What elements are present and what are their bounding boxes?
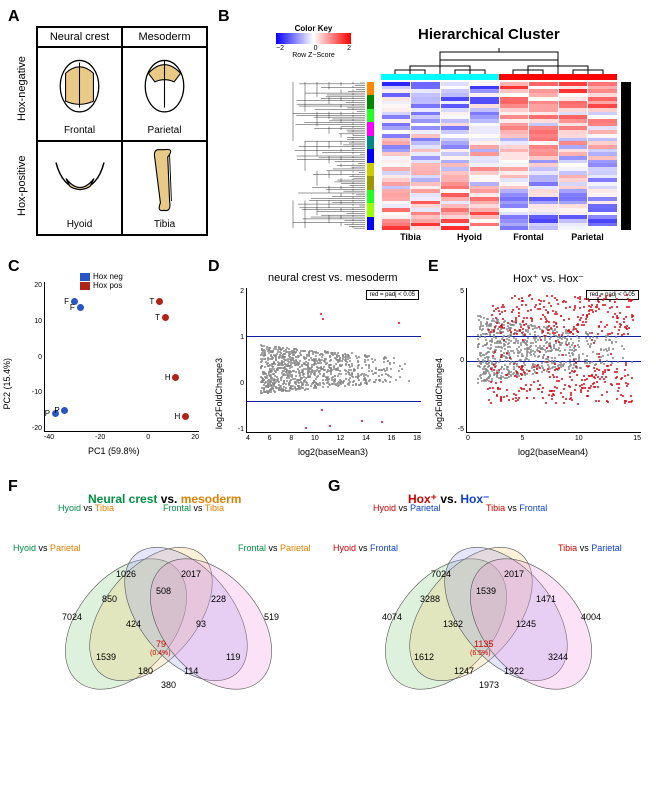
col-header-0: Neural crest: [37, 27, 122, 47]
ma-plot-d-title: neural crest vs. mesoderm: [268, 272, 398, 284]
venn-g: [346, 514, 636, 699]
tibia-bone-icon: [140, 146, 190, 214]
frontal-skull-icon: [52, 54, 107, 114]
cell-parietal: Parietal: [122, 47, 207, 141]
row-header-0: Hox-negative: [16, 41, 28, 136]
plot-e-xlabel: log2(baseMean4): [518, 447, 588, 457]
parietal-skull-icon: [137, 54, 192, 114]
heatmap-title: Hierarchical Cluster: [418, 26, 560, 43]
plot-d-yticks: -1012: [230, 288, 244, 433]
hyoid-bone-icon: [50, 154, 110, 204]
heatmap-xlabels: Tibia Hyoid Frontal Parietal: [381, 232, 617, 242]
row-dendrogram: [273, 82, 365, 230]
pca-ylabel: PC2 (15.4%): [2, 358, 12, 410]
cell-label-hyoid: Hyoid: [38, 219, 121, 230]
row-header-1: Hox-positive: [16, 138, 28, 233]
column-dendrogram: [381, 46, 617, 74]
color-key-title: Color Key: [276, 24, 351, 33]
row-group-bar: [367, 82, 374, 230]
hm-xlabel: Parietal: [558, 232, 617, 242]
heatmap: [381, 82, 617, 230]
plot-e-xticks: 051015: [466, 435, 641, 442]
ma-plot-e: red = padj < 0.05: [466, 288, 641, 433]
legend-swatch-neg: [80, 273, 90, 281]
color-key-gradient: [276, 33, 351, 44]
cell-hyoid: Hyoid: [37, 141, 122, 235]
ma-plot-e-title: Hox⁺ vs. Hox⁻: [513, 272, 584, 285]
plot-e-yticks: -505: [450, 288, 464, 433]
panel-a-grid: Neural crest Mesoderm Frontal Parietal: [36, 26, 208, 236]
hm-xlabel: Frontal: [499, 232, 558, 242]
legend-box-d: red = padj < 0.05: [366, 290, 419, 300]
column-group-bar: [381, 74, 617, 80]
plot-d-ylabel: log2FoldChange3: [214, 358, 224, 429]
cell-tibia: Tibia: [122, 141, 207, 235]
cell-label-parietal: Parietal: [123, 125, 206, 136]
col-header-1: Mesoderm: [122, 27, 207, 47]
venn-f: [26, 514, 316, 699]
ma-plot-d: red = padj < 0.05: [246, 288, 421, 433]
cell-frontal: Frontal: [37, 47, 122, 141]
cell-label-tibia: Tibia: [123, 219, 206, 230]
hm-xlabel: Tibia: [381, 232, 440, 242]
plot-e-ylabel: log2FoldChange4: [434, 358, 444, 429]
pca-yticks: -20-1001020: [28, 282, 42, 432]
hm-xlabel: Hyoid: [440, 232, 499, 242]
pca-plot: PPFFTTHH: [44, 282, 199, 432]
pca-xlabel: PC1 (59.8%): [88, 446, 140, 456]
row-dendrogram-right: [621, 82, 639, 230]
cell-label-frontal: Frontal: [38, 125, 121, 136]
plot-d-xticks: 4681012141618: [246, 435, 421, 442]
pca-xticks: -40-20020: [44, 434, 199, 441]
plot-d-xlabel: log2(baseMean3): [298, 447, 368, 457]
legend-label: Hox neg: [93, 272, 123, 281]
